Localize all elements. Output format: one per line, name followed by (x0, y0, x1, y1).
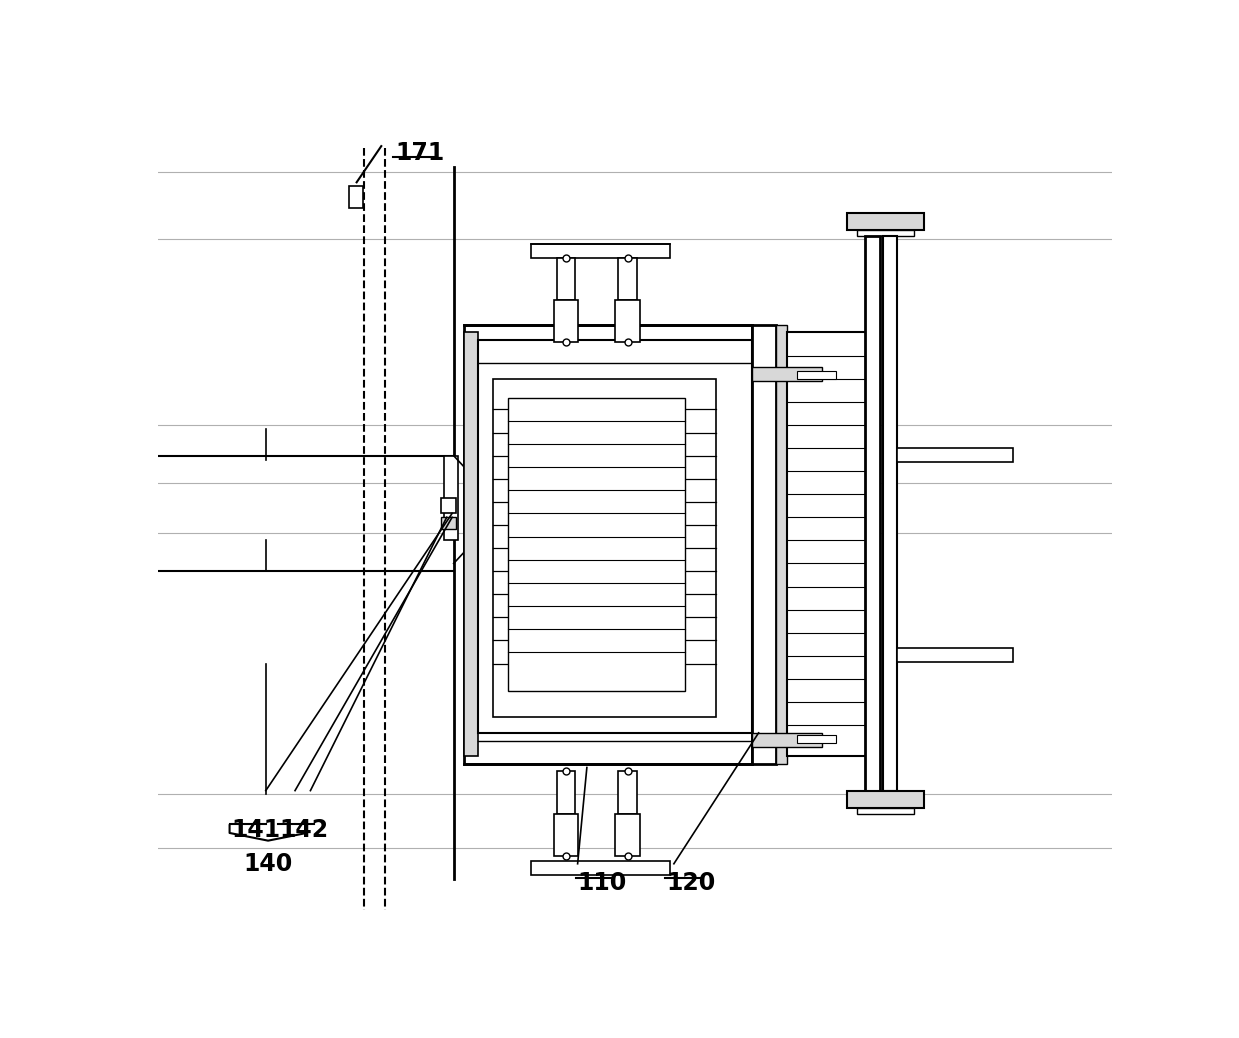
Bar (752, 733, 821, 746)
Text: 142: 142 (280, 818, 328, 842)
Bar (618, 771, 637, 814)
Text: 141: 141 (232, 818, 280, 842)
Bar (787, 332, 880, 756)
Text: 110: 110 (577, 872, 627, 896)
Bar (556, 257, 575, 300)
Text: 140: 140 (243, 852, 292, 876)
Text: 171: 171 (395, 141, 445, 165)
Bar (463, 325, 752, 764)
Bar (493, 379, 716, 717)
Bar (532, 244, 670, 257)
Bar (616, 814, 641, 856)
Bar (865, 237, 880, 791)
Bar (897, 648, 1012, 662)
Bar (752, 367, 821, 381)
Bar (441, 498, 456, 514)
Bar (349, 186, 363, 208)
Bar (463, 332, 477, 756)
Bar (616, 300, 641, 343)
Bar (797, 735, 835, 743)
Bar (797, 371, 835, 379)
Bar (847, 213, 924, 230)
Text: 120: 120 (667, 872, 715, 896)
Bar (752, 325, 776, 764)
Bar (508, 398, 685, 690)
Bar (532, 862, 670, 875)
Bar (776, 325, 787, 764)
Bar (857, 230, 914, 237)
Bar (554, 300, 579, 343)
Bar (857, 808, 914, 814)
Bar (556, 771, 575, 814)
Bar (883, 237, 897, 791)
Bar (441, 517, 456, 528)
Bar (477, 340, 752, 733)
Bar (554, 814, 579, 856)
Bar (445, 456, 458, 541)
Bar (847, 791, 924, 808)
Bar (897, 448, 1012, 462)
Bar (618, 257, 637, 300)
